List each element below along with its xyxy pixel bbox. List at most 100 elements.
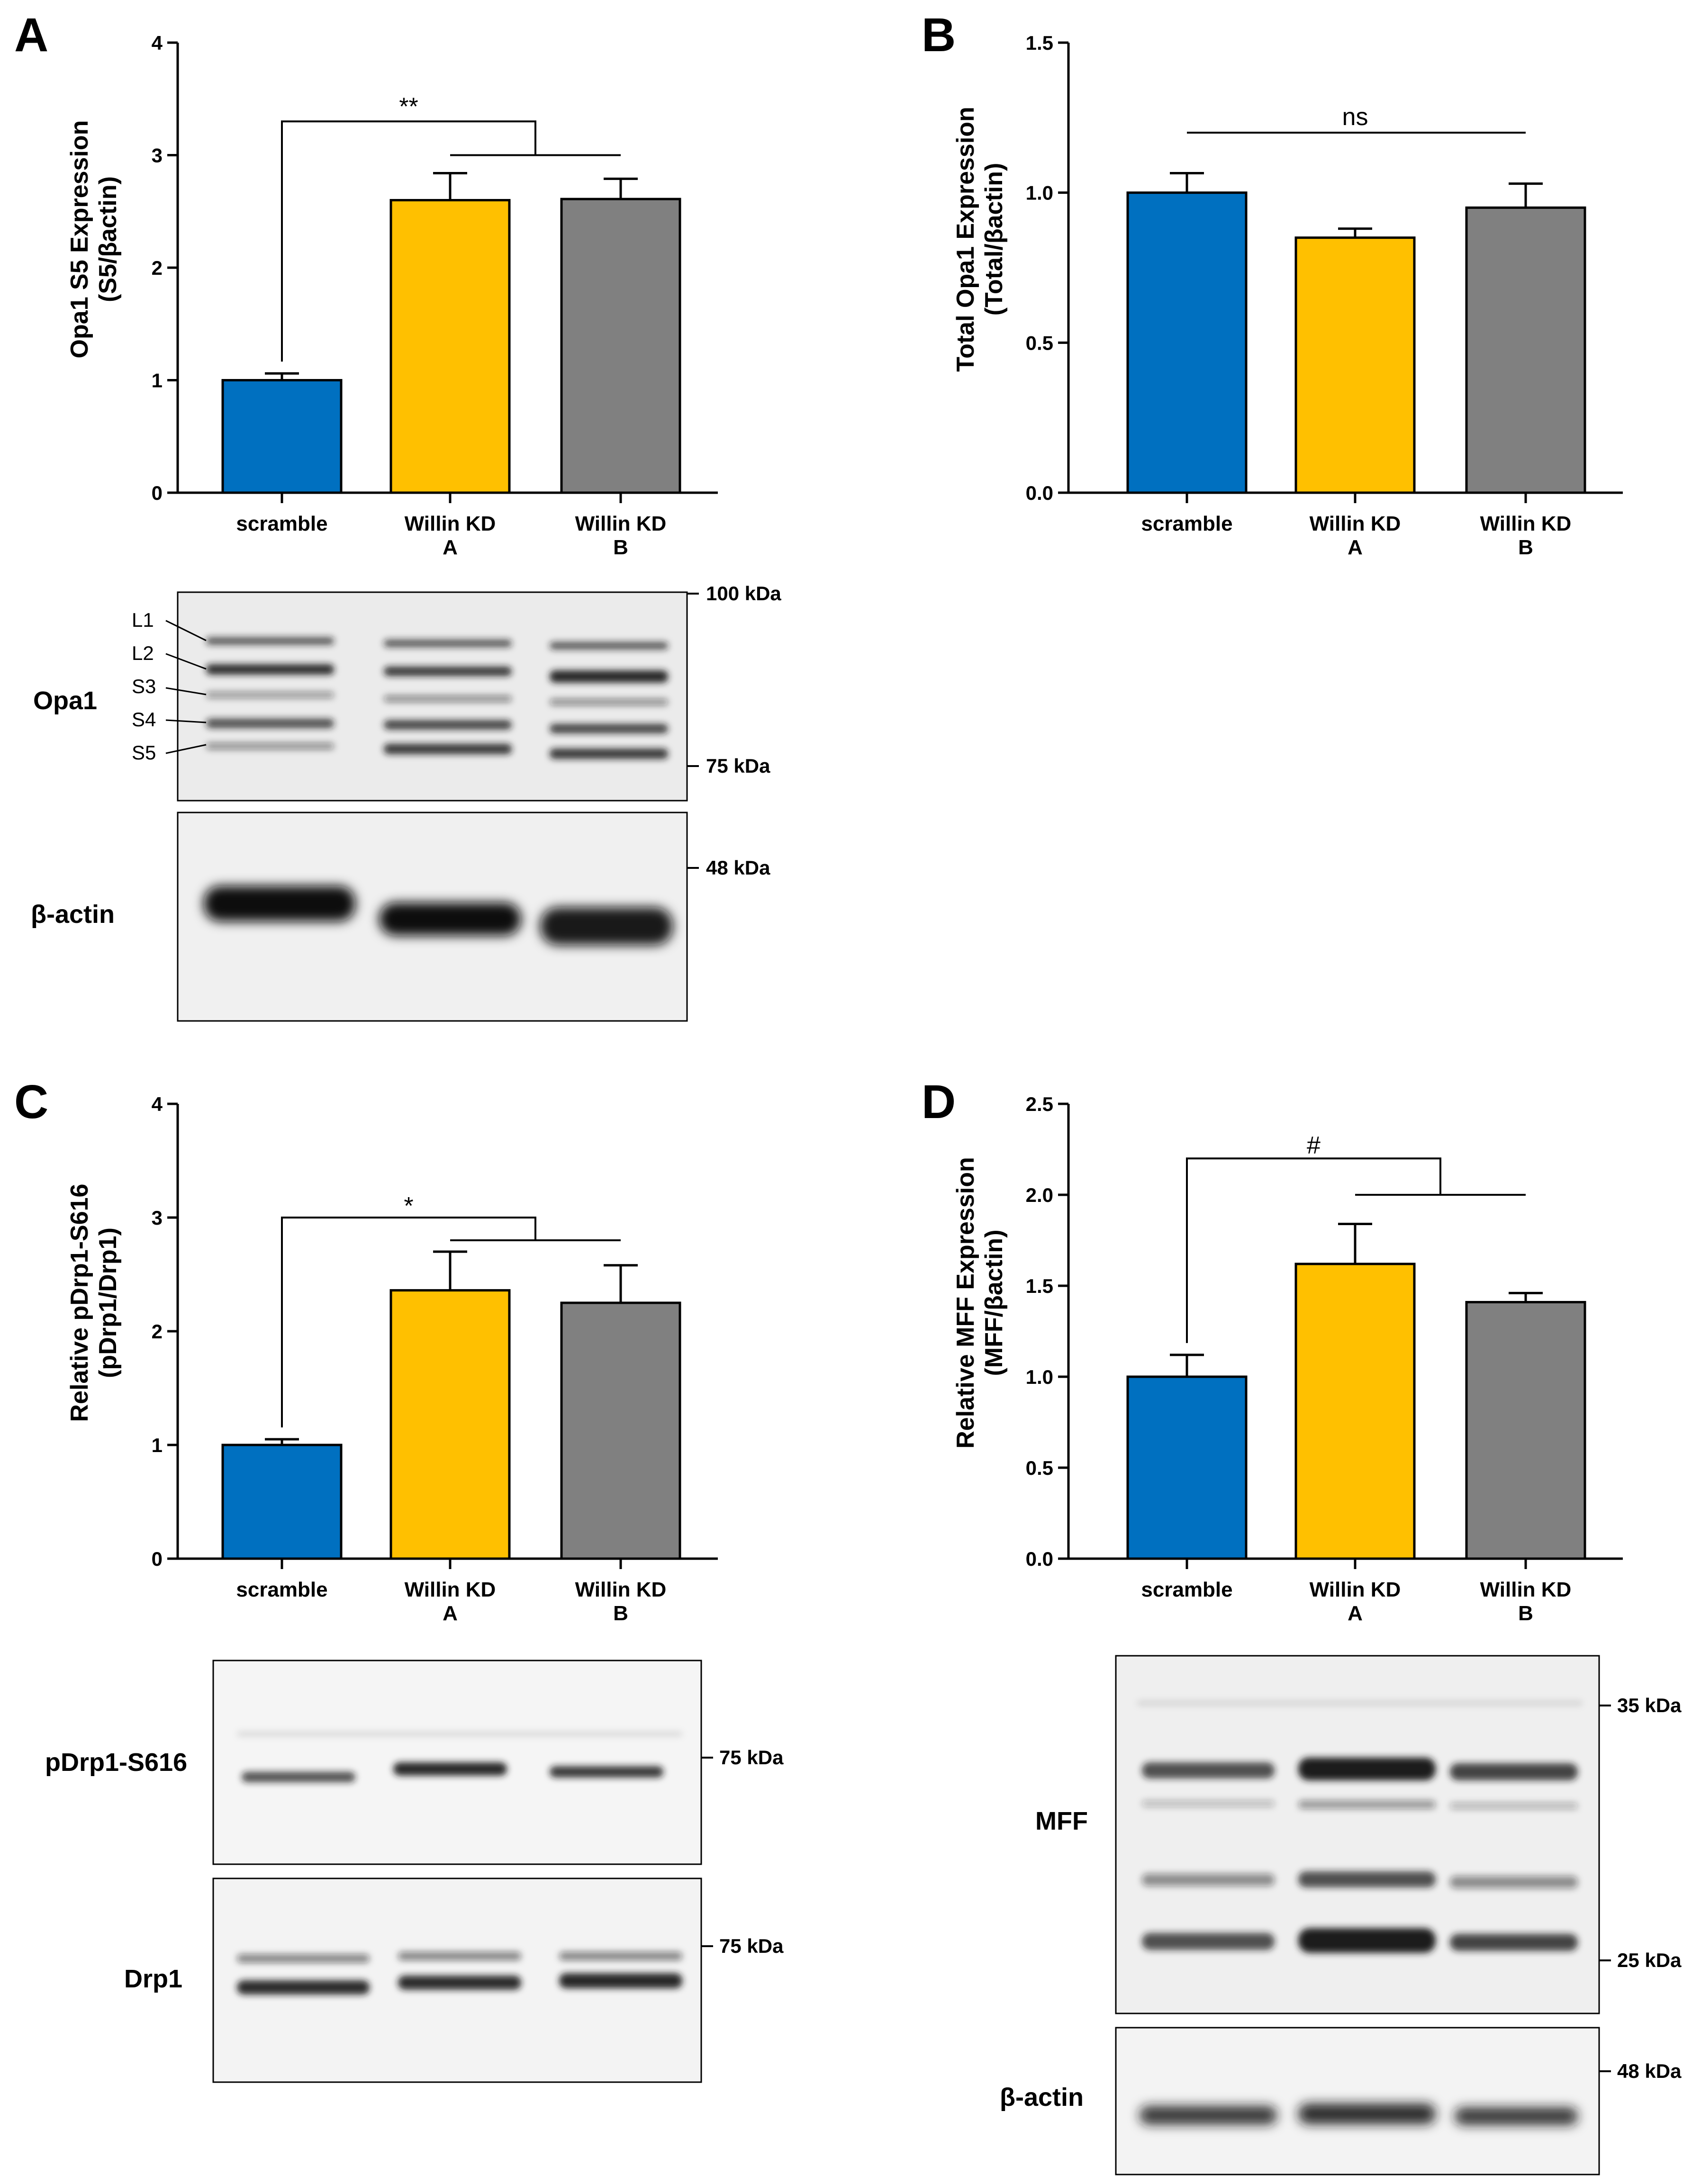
opa1-band-s3-lane3 <box>550 699 668 705</box>
y-tick-label: 1.0 <box>1026 1366 1053 1388</box>
kda-label-35: 35 kDa <box>1617 1694 1682 1716</box>
bar-willin-kd-b <box>560 1301 681 1560</box>
y-tick-label: 0.0 <box>1026 1548 1053 1570</box>
opa1-band-l2-lane2 <box>384 667 512 676</box>
x-tick-label-willin-kd-b: B <box>613 536 628 559</box>
chart-panel-d: 0.0 0.5 1.0 1.5 2.0 2.5 Relative MFF Expressio… <box>952 1093 1623 1625</box>
x-tick-label-willin-kd-b: Willin KD <box>575 512 667 535</box>
pdrp1-band-lane1 <box>242 1772 355 1782</box>
y-tick-label: 0.5 <box>1026 1457 1053 1479</box>
blot-actin-a-label: β-actin <box>31 900 115 929</box>
bar-scramble <box>221 1444 343 1560</box>
y-axis-label: Relative pDrp1-S616(pDrp1/Drp1) <box>66 1184 122 1422</box>
bar-willin-kd-b <box>560 198 681 494</box>
x-tick-label-willin-kd-b: Willin KD <box>1480 1578 1572 1601</box>
y-tick-label: 2 <box>152 257 163 279</box>
y-tick-label: 3 <box>152 144 163 167</box>
x-tick-label-willin-kd-a: A <box>443 536 458 559</box>
band-label-s4: S4 <box>132 708 156 731</box>
x-tick-label-scramble: scramble <box>236 1578 327 1601</box>
mff-band3-lane1 <box>1142 1874 1275 1886</box>
y-tick-label: 4 <box>152 1093 163 1115</box>
y-axis-label-line1: Relative pDrp1-S616 <box>66 1184 93 1422</box>
blot-mff-frame <box>1115 1655 1600 2014</box>
bar-willin-kd-a <box>389 1289 511 1560</box>
blot-actin-a: β-actin 48 kDa <box>31 812 770 1022</box>
blot-pdrp1-label: pDrp1-S616 <box>45 1748 187 1777</box>
mff-band1-lane2 <box>1298 1758 1436 1780</box>
opa1-band-s3-lane1 <box>206 692 334 698</box>
pdrp1-faint-band <box>237 1732 682 1736</box>
y-axis-label-line2: (S5/βactin) <box>94 176 122 302</box>
bar-scramble <box>221 379 343 494</box>
blot-actin-d: β-actin 48 kDa <box>1000 2027 1682 2175</box>
y-tick-label: 1.0 <box>1026 182 1053 204</box>
opa1-band-l1-lane2 <box>384 640 512 647</box>
blot-mff-label: MFF <box>1035 1807 1088 1835</box>
panel-letter-a: A <box>14 9 48 62</box>
band-label-s5: S5 <box>132 741 156 764</box>
y-tick-label: 0 <box>152 1548 163 1570</box>
mff-band3-lane2 <box>1298 1871 1436 1887</box>
bar-scramble <box>1126 191 1248 494</box>
actin-a-band-lane3 <box>540 907 673 945</box>
band-label-l1: L1 <box>132 609 154 631</box>
mff-band2-lane1 <box>1142 1800 1275 1807</box>
drp1-lower-band-lane2 <box>398 1976 521 1990</box>
blot-pdrp1: pDrp1-S616 75 kDa <box>45 1660 784 1865</box>
y-tick-label: 1 <box>152 1434 163 1456</box>
actin-d-band-lane1 <box>1140 2106 1277 2125</box>
drp1-upper-band-lane2 <box>398 1952 521 1960</box>
y-tick-label: 0 <box>152 482 163 504</box>
y-axis-label: Total Opa1 Expression(Total/βactin) <box>952 107 1008 372</box>
mff-band2-lane2 <box>1298 1800 1436 1809</box>
pdrp1-band-lane3 <box>550 1766 663 1778</box>
y-tick-label: 2 <box>152 1320 163 1343</box>
opa1-band-s5-lane2 <box>384 744 512 754</box>
panel-letter-d: D <box>922 1075 956 1128</box>
blot-drp1: Drp1 75 kDa <box>124 1877 784 2083</box>
x-tick-label-willin-kd-b: Willin KD <box>1480 512 1572 535</box>
bar-willin-kd-a <box>1294 1263 1416 1560</box>
actin-a-band-lane1 <box>204 886 355 921</box>
mff-band4-lane2 <box>1298 1928 1436 1953</box>
mff-band1-lane3 <box>1450 1763 1578 1780</box>
x-tick-label-willin-kd-a: Willin KD <box>1310 1578 1401 1601</box>
x-tick-label-willin-kd-a: A <box>1348 536 1363 559</box>
band-label-l2: L2 <box>132 642 154 664</box>
mff-band4-lane1 <box>1142 1933 1275 1950</box>
significance-bracket <box>281 120 536 362</box>
opa1-band-s4-lane2 <box>384 720 512 730</box>
x-tick-label-willin-kd-a: Willin KD <box>405 512 496 535</box>
x-tick-label-willin-kd-b: B <box>1518 1602 1533 1625</box>
opa1-band-s5-lane3 <box>550 749 668 759</box>
x-tick-label-willin-kd-b: B <box>613 1602 628 1625</box>
significance-label: ** <box>399 93 418 120</box>
x-tick-label-willin-kd-b: Willin KD <box>575 1578 667 1601</box>
x-tick-label-willin-kd-a: Willin KD <box>405 1578 496 1601</box>
significance-label: * <box>404 1192 413 1220</box>
significance-bracket <box>281 1217 536 1427</box>
y-axis-label-line2: (Total/βactin) <box>980 163 1008 316</box>
y-axis-label-line1: Opa1 S5 Expression <box>66 120 93 359</box>
x-tick-label-scramble: scramble <box>1141 512 1232 535</box>
bar-willin-kd-b <box>1465 206 1586 494</box>
mff-band1-lane1 <box>1142 1762 1275 1778</box>
drp1-upper-band-lane1 <box>237 1954 370 1963</box>
y-tick-label: 4 <box>152 32 163 54</box>
y-tick-label: 0.5 <box>1026 332 1053 354</box>
band-label-s3: S3 <box>132 675 156 697</box>
blot-actin-d-frame <box>1115 2027 1600 2175</box>
chart-panel-b: 0.0 0.5 1.0 1.5 Total Opa1 Expression(Total/… <box>952 32 1623 559</box>
panel-letter-c: C <box>14 1075 48 1128</box>
x-tick-label-scramble: scramble <box>236 512 327 535</box>
kda-label-25: 25 kDa <box>1617 1949 1682 1971</box>
blot-opa1-label: Opa1 <box>33 686 97 715</box>
significance-label: # <box>1307 1132 1321 1159</box>
band-pointers <box>165 620 207 754</box>
kda-label-100: 100 kDa <box>706 582 781 605</box>
chart-panel-a: 0 1 2 3 4 Opa1 S5 Expression(S5/βactin) scramb… <box>66 32 718 559</box>
chart-panel-c: 0 1 2 3 4 Relative pDrp1-S616(pDrp1/Drp1) scra… <box>66 1093 718 1625</box>
kda-label-48-d: 48 kDa <box>1617 2060 1682 2082</box>
